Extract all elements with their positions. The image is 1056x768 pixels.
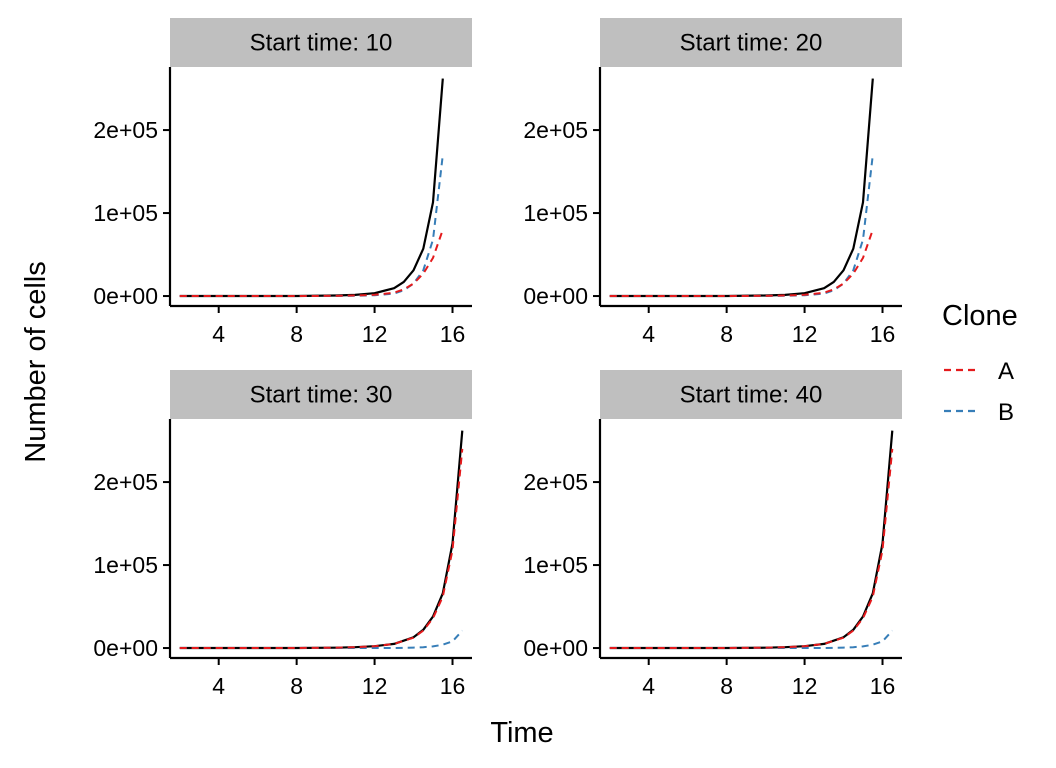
series-line-b [179,154,444,297]
series-line-total [179,430,464,650]
series-line-b [609,154,874,297]
legend-title: Clone [942,300,1018,332]
y-tick-label: 0e+00 [523,635,588,661]
x-tick-label: 12 [362,321,388,347]
panel-strip-background [170,370,472,419]
panel-strip-label: Start time: 10 [250,30,393,57]
panel-strip-background [600,18,902,67]
x-tick-label: 16 [870,673,896,699]
series-line-a [609,229,874,297]
panel-4: Start time: 40 4 8 12 16 0e+00 1e+05 2e+05 [523,370,902,699]
panel-3: Start time: 30 4 8 12 16 0e+00 1e+05 2e+05 [93,370,472,699]
x-tick-label: 12 [792,321,818,347]
panel-2: Start time: 20 4 8 12 16 0e+00 1e+05 2e+05 [523,18,902,347]
y-tick-label: 0e+00 [523,283,588,309]
series-line-total [609,430,894,650]
y-tick-label: 1e+05 [93,200,158,226]
series-line-total [179,78,444,298]
x-tick-label: 16 [440,321,466,347]
x-tick-label: 12 [362,673,388,699]
series-line-a [179,448,464,649]
series-line-a [179,229,444,297]
y-tick-label: 2e+05 [93,469,158,495]
x-tick-label: 4 [212,321,225,347]
y-tick-label: 2e+05 [523,117,588,143]
y-tick-label: 1e+05 [523,552,588,578]
panels-layer: Start time: 104 8 12 160e+001e+052e+05Start… [93,18,902,699]
x-tick-label: 16 [870,321,896,347]
x-tick-label: 8 [290,673,303,699]
y-tick-label: 2e+05 [523,469,588,495]
legend-label-a: A [998,358,1014,385]
x-tick-label: 4 [642,673,655,699]
panel-strip-label: Start time: 30 [250,382,393,409]
y-axis-title: Number of cells [20,261,52,462]
panel-strip-label: Start time: 20 [680,30,823,57]
y-tick-label: 1e+05 [93,552,158,578]
series-line-a [609,448,894,649]
x-axis-title: Time [490,717,553,749]
x-tick-label: 8 [290,321,303,347]
y-tick-label: 0e+00 [93,283,158,309]
x-tick-label: 8 [720,321,733,347]
x-tick-label: 12 [792,673,818,699]
y-tick-label: 2e+05 [93,117,158,143]
series-line-total [609,78,874,298]
panel-strip-label: Start time: 40 [680,382,823,409]
x-tick-label: 4 [642,321,655,347]
legend-label-b: B [998,399,1014,426]
y-tick-label: 0e+00 [93,635,158,661]
panel-strip-background [600,370,902,419]
legend: Clone A B [942,300,1018,426]
panel-1: Start time: 10 4 8 12 16 0e+00 1e+05 2e+05 [93,18,472,347]
panel-strip-background [170,18,472,67]
x-tick-label: 4 [212,673,225,699]
x-tick-label: 8 [720,673,733,699]
x-tick-label: 16 [440,673,466,699]
y-tick-label: 1e+05 [523,200,588,226]
